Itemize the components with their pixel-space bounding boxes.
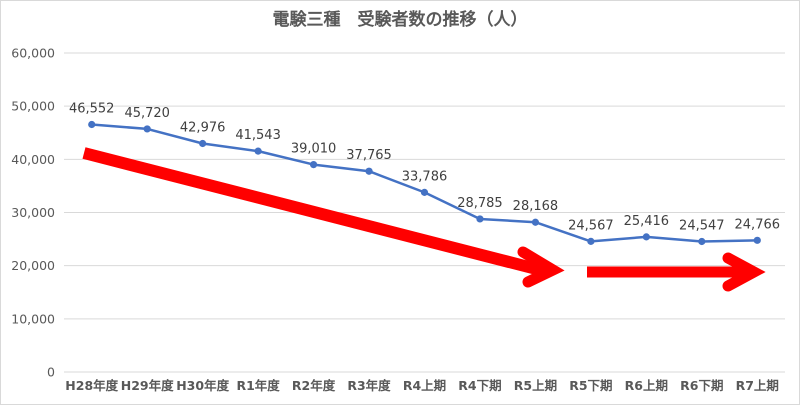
data-label: 41,543 — [235, 128, 281, 143]
data-point — [642, 233, 650, 241]
x-tick-label: H30年度 — [176, 378, 229, 393]
x-tick-label: R2年度 — [292, 378, 336, 393]
data-label: 24,547 — [679, 218, 725, 233]
trend-arrows — [82, 147, 766, 292]
data-point — [365, 167, 373, 175]
data-label: 24,567 — [568, 218, 614, 233]
x-tick-label: H28年度 — [65, 378, 118, 393]
x-tick-label: R7上期 — [736, 378, 779, 393]
data-point — [753, 236, 761, 244]
data-labels: 46,552 45,720 42,976 41,543 39,010 37,765 33,7… — [69, 101, 780, 233]
x-tick-label: R4上期 — [403, 378, 446, 393]
y-tick-label: 20,000 — [11, 258, 55, 273]
gridlines — [64, 52, 785, 373]
data-label: 33,786 — [402, 169, 448, 184]
chart-title: 電験三種 受験者数の推移（人） — [273, 9, 528, 30]
y-tick-label: 0 — [47, 365, 55, 380]
decreasing-trend-arrow — [82, 147, 565, 288]
data-label: 46,552 — [69, 101, 115, 116]
x-tick-label: R5下期 — [569, 378, 612, 393]
data-point — [309, 160, 318, 169]
x-tick-label: R5上期 — [514, 378, 557, 393]
data-label: 39,010 — [291, 142, 337, 157]
y-tick-label: 40,000 — [11, 152, 55, 167]
x-tick-label: R6上期 — [625, 378, 668, 393]
data-point — [531, 218, 540, 226]
data-point — [587, 237, 595, 245]
data-label: 28,168 — [513, 199, 559, 214]
flat-trend-arrow — [587, 252, 766, 292]
data-label: 24,766 — [735, 217, 781, 232]
data-point — [420, 188, 429, 196]
x-tick-label: R3年度 — [347, 378, 391, 393]
y-tick-label: 30,000 — [11, 205, 55, 220]
data-point — [143, 125, 151, 133]
x-tick-label: H29年度 — [121, 378, 174, 393]
x-tick-label: R1年度 — [236, 378, 280, 393]
y-axis: 0 10,000 20,000 30,000 40,000 50,000 60,000 — [11, 46, 55, 380]
data-point — [199, 139, 207, 148]
data-label: 28,785 — [457, 196, 503, 211]
y-tick-label: 50,000 — [11, 99, 55, 114]
x-tick-label: R6下期 — [680, 378, 723, 393]
data-point — [476, 215, 484, 223]
data-point — [254, 147, 262, 155]
series-line — [88, 120, 761, 246]
x-tick-label: R4下期 — [458, 378, 501, 393]
x-axis: H28年度 H29年度 H30年度 R1年度 R2年度 R3年度 R4上期 R4下期 R5上期 R… — [65, 378, 779, 393]
data-point — [698, 237, 706, 246]
data-point — [88, 120, 96, 129]
data-label: 25,416 — [624, 214, 670, 229]
y-tick-label: 60,000 — [11, 46, 55, 61]
data-label: 42,976 — [180, 121, 226, 136]
y-tick-label: 10,000 — [11, 311, 55, 326]
data-label: 45,720 — [124, 106, 170, 121]
data-label: 37,765 — [346, 148, 392, 163]
